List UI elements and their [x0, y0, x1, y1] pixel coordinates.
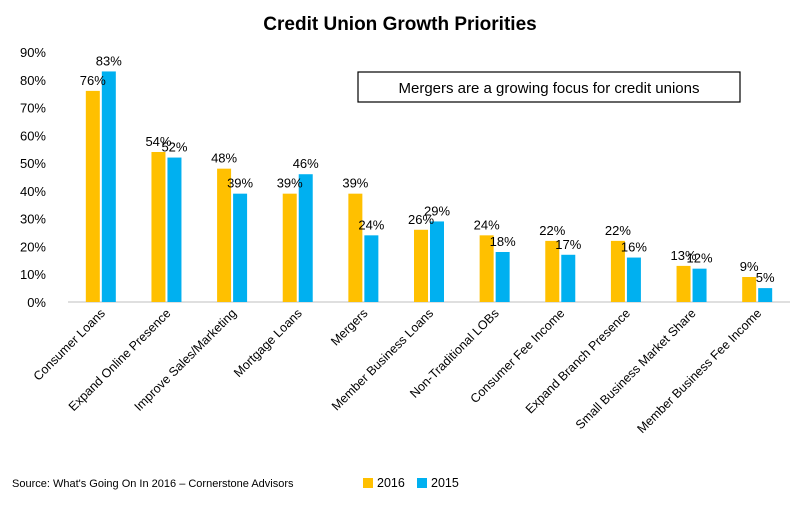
data-label-2016: 54% [145, 134, 171, 149]
data-label-2015: 18% [490, 234, 516, 249]
y-tick-label: 0% [27, 295, 46, 310]
legend-label-2015: 2015 [431, 476, 459, 490]
legend-swatch-2015 [417, 478, 427, 488]
category-label: Member Business Fee Income [635, 306, 765, 436]
annotation-box [357, 71, 741, 103]
bar-2016 [545, 240, 560, 302]
bar-2015 [233, 193, 248, 302]
data-label-2016: 76% [80, 73, 106, 88]
data-label-2016: 39% [277, 176, 303, 191]
bar-2015 [101, 71, 116, 302]
y-tick-label: 90% [20, 45, 46, 60]
category-label: Consumer Loans [31, 306, 108, 383]
y-tick-label: 70% [20, 101, 46, 116]
data-label-2016: 13% [671, 248, 697, 263]
legend: 2016 2015 [363, 476, 459, 490]
bar-2016 [676, 265, 691, 302]
bar-2016 [217, 168, 232, 302]
bar-2015 [626, 257, 641, 302]
bar-2016 [414, 229, 428, 302]
bar-2015 [298, 174, 313, 302]
y-tick-label: 80% [20, 73, 46, 88]
data-label-2015: 83% [96, 53, 122, 68]
data-label-2015: 52% [161, 140, 187, 155]
y-tick-label: 30% [20, 212, 46, 227]
data-label-2015: 46% [293, 156, 319, 171]
bar-2016 [282, 193, 297, 302]
bar-2016 [348, 193, 363, 302]
bar-2016 [479, 235, 494, 302]
data-label-2016: 24% [474, 217, 500, 232]
data-label-2015: 16% [621, 240, 647, 255]
data-label-2015: 12% [687, 251, 713, 266]
bar-2015 [758, 288, 773, 302]
y-tick-label: 40% [20, 184, 46, 199]
bar-2015 [430, 221, 444, 302]
y-tick-label: 10% [20, 267, 46, 282]
data-label-2016: 26% [408, 212, 434, 227]
category-label: Expand Branch Presence [523, 306, 633, 416]
bar-labels: 76% 83% 54%52% 48% 39% 39% 46% 39% 24% 26%29% 24% 1… [80, 53, 775, 285]
data-label-2015: 39% [227, 176, 253, 191]
bar-2016 [742, 277, 757, 302]
y-tick-label: 20% [20, 239, 46, 254]
legend-label-2016: 2016 [377, 476, 405, 490]
data-label-2015: 24% [358, 217, 384, 232]
category-label: Mortgage Loans [231, 306, 305, 380]
bar-2015 [495, 252, 510, 302]
category-label: Mergers [328, 306, 370, 348]
data-label-2016: 22% [539, 223, 565, 238]
annotation-text: Mergers are a growing focus for credit u… [399, 80, 700, 97]
y-tick-label: 60% [20, 128, 46, 143]
bar-2016 [610, 240, 625, 302]
bar-2016 [85, 90, 100, 302]
data-label-2015: 29% [424, 203, 450, 218]
chart-title: Credit Union Growth Priorities [263, 14, 536, 35]
bar-2015 [561, 254, 576, 302]
bar-2015 [692, 268, 707, 302]
bar-2015 [167, 157, 182, 302]
data-label-2016: 22% [605, 223, 631, 238]
category-label: Small Business Market Share [573, 306, 699, 432]
bars [85, 71, 773, 302]
data-label-2016: 48% [211, 151, 237, 166]
source-note: Source: What's Going On In 2016 – Corner… [12, 478, 294, 490]
bar-2016 [151, 152, 166, 302]
data-label-2015: 5% [756, 270, 775, 285]
y-tick-label: 50% [20, 156, 46, 171]
legend-swatch-2016 [363, 478, 373, 488]
data-label-2016: 9% [740, 259, 759, 274]
y-axis: 0% 10% 20% 30% 40% 50% 60% 70% 80% 90% [20, 45, 46, 310]
bar-2015 [364, 235, 379, 302]
data-label-2015: 17% [555, 237, 581, 252]
data-label-2016: 39% [342, 176, 368, 191]
